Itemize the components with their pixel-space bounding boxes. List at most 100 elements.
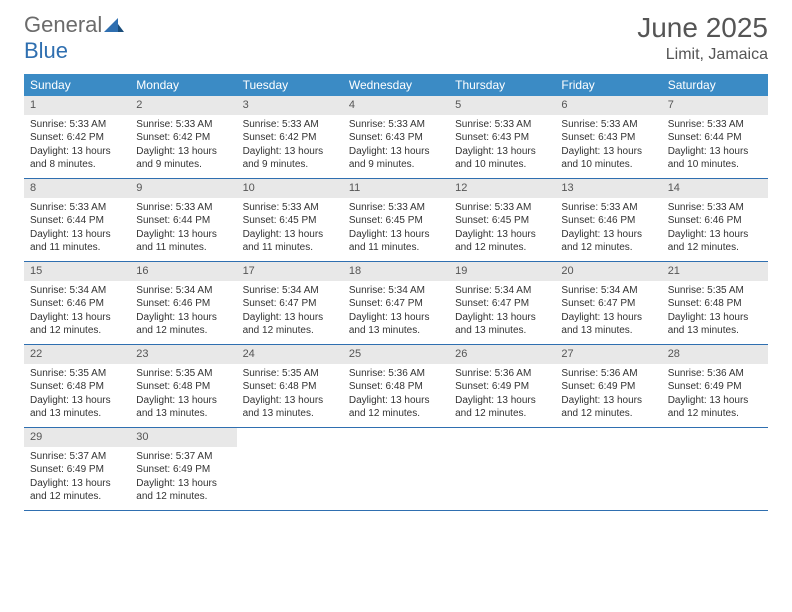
day-content: Sunrise: 5:36 AMSunset: 6:49 PMDaylight:… bbox=[662, 364, 768, 427]
logo-sail-icon bbox=[104, 16, 124, 37]
day-header-row: SundayMondayTuesdayWednesdayThursdayFrid… bbox=[24, 74, 768, 96]
day-content: Sunrise: 5:34 AMSunset: 6:47 PMDaylight:… bbox=[555, 281, 661, 344]
logo: General Blue bbox=[24, 12, 124, 64]
day-number: 11 bbox=[343, 179, 449, 198]
day-content: Sunrise: 5:33 AMSunset: 6:44 PMDaylight:… bbox=[24, 198, 130, 261]
day-number: 15 bbox=[24, 262, 130, 281]
day-content: Sunrise: 5:33 AMSunset: 6:46 PMDaylight:… bbox=[662, 198, 768, 261]
day-content: Sunrise: 5:33 AMSunset: 6:45 PMDaylight:… bbox=[449, 198, 555, 261]
day-cell: 2Sunrise: 5:33 AMSunset: 6:42 PMDaylight… bbox=[130, 96, 236, 178]
day-cell: 27Sunrise: 5:36 AMSunset: 6:49 PMDayligh… bbox=[555, 345, 661, 427]
day-content: Sunrise: 5:33 AMSunset: 6:43 PMDaylight:… bbox=[449, 115, 555, 178]
day-content: Sunrise: 5:35 AMSunset: 6:48 PMDaylight:… bbox=[237, 364, 343, 427]
day-cell: 21Sunrise: 5:35 AMSunset: 6:48 PMDayligh… bbox=[662, 262, 768, 344]
logo-word-blue: Blue bbox=[24, 38, 68, 63]
logo-word-general: General bbox=[24, 12, 102, 37]
day-number: 7 bbox=[662, 96, 768, 115]
day-cell: 28Sunrise: 5:36 AMSunset: 6:49 PMDayligh… bbox=[662, 345, 768, 427]
week-row: 22Sunrise: 5:35 AMSunset: 6:48 PMDayligh… bbox=[24, 345, 768, 428]
day-cell: 12Sunrise: 5:33 AMSunset: 6:45 PMDayligh… bbox=[449, 179, 555, 261]
day-number: 8 bbox=[24, 179, 130, 198]
header: General Blue June 2025 Limit, Jamaica bbox=[0, 0, 792, 68]
day-cell: 24Sunrise: 5:35 AMSunset: 6:48 PMDayligh… bbox=[237, 345, 343, 427]
day-content: Sunrise: 5:33 AMSunset: 6:42 PMDaylight:… bbox=[237, 115, 343, 178]
day-content: Sunrise: 5:33 AMSunset: 6:43 PMDaylight:… bbox=[343, 115, 449, 178]
day-number: 14 bbox=[662, 179, 768, 198]
day-cell: 3Sunrise: 5:33 AMSunset: 6:42 PMDaylight… bbox=[237, 96, 343, 178]
day-header: Sunday bbox=[24, 74, 130, 96]
day-number: 26 bbox=[449, 345, 555, 364]
day-number: 22 bbox=[24, 345, 130, 364]
day-cell: 29Sunrise: 5:37 AMSunset: 6:49 PMDayligh… bbox=[24, 428, 130, 510]
week-row: 15Sunrise: 5:34 AMSunset: 6:46 PMDayligh… bbox=[24, 262, 768, 345]
day-number: 5 bbox=[449, 96, 555, 115]
day-content: Sunrise: 5:36 AMSunset: 6:49 PMDaylight:… bbox=[555, 364, 661, 427]
week-row: 8Sunrise: 5:33 AMSunset: 6:44 PMDaylight… bbox=[24, 179, 768, 262]
day-content: Sunrise: 5:34 AMSunset: 6:46 PMDaylight:… bbox=[24, 281, 130, 344]
day-cell: 13Sunrise: 5:33 AMSunset: 6:46 PMDayligh… bbox=[555, 179, 661, 261]
empty-cell bbox=[449, 428, 555, 510]
day-cell: 11Sunrise: 5:33 AMSunset: 6:45 PMDayligh… bbox=[343, 179, 449, 261]
day-cell: 17Sunrise: 5:34 AMSunset: 6:47 PMDayligh… bbox=[237, 262, 343, 344]
day-number: 4 bbox=[343, 96, 449, 115]
day-cell: 10Sunrise: 5:33 AMSunset: 6:45 PMDayligh… bbox=[237, 179, 343, 261]
day-content: Sunrise: 5:34 AMSunset: 6:47 PMDaylight:… bbox=[343, 281, 449, 344]
day-number: 23 bbox=[130, 345, 236, 364]
logo-text: General Blue bbox=[24, 12, 124, 64]
day-number: 12 bbox=[449, 179, 555, 198]
month-title: June 2025 bbox=[637, 12, 768, 44]
day-cell: 6Sunrise: 5:33 AMSunset: 6:43 PMDaylight… bbox=[555, 96, 661, 178]
empty-cell bbox=[555, 428, 661, 510]
day-number: 3 bbox=[237, 96, 343, 115]
day-header: Friday bbox=[555, 74, 661, 96]
calendar: SundayMondayTuesdayWednesdayThursdayFrid… bbox=[24, 74, 768, 511]
day-number: 17 bbox=[237, 262, 343, 281]
day-number: 1 bbox=[24, 96, 130, 115]
weeks-container: 1Sunrise: 5:33 AMSunset: 6:42 PMDaylight… bbox=[24, 96, 768, 511]
empty-cell bbox=[237, 428, 343, 510]
day-cell: 9Sunrise: 5:33 AMSunset: 6:44 PMDaylight… bbox=[130, 179, 236, 261]
day-number: 19 bbox=[449, 262, 555, 281]
day-content: Sunrise: 5:35 AMSunset: 6:48 PMDaylight:… bbox=[662, 281, 768, 344]
day-cell: 5Sunrise: 5:33 AMSunset: 6:43 PMDaylight… bbox=[449, 96, 555, 178]
day-cell: 22Sunrise: 5:35 AMSunset: 6:48 PMDayligh… bbox=[24, 345, 130, 427]
day-number: 2 bbox=[130, 96, 236, 115]
day-header: Wednesday bbox=[343, 74, 449, 96]
day-cell: 26Sunrise: 5:36 AMSunset: 6:49 PMDayligh… bbox=[449, 345, 555, 427]
day-cell: 16Sunrise: 5:34 AMSunset: 6:46 PMDayligh… bbox=[130, 262, 236, 344]
day-number: 18 bbox=[343, 262, 449, 281]
week-row: 1Sunrise: 5:33 AMSunset: 6:42 PMDaylight… bbox=[24, 96, 768, 179]
week-row: 29Sunrise: 5:37 AMSunset: 6:49 PMDayligh… bbox=[24, 428, 768, 511]
day-content: Sunrise: 5:33 AMSunset: 6:44 PMDaylight:… bbox=[130, 198, 236, 261]
location: Limit, Jamaica bbox=[637, 46, 768, 64]
day-number: 16 bbox=[130, 262, 236, 281]
day-number: 30 bbox=[130, 428, 236, 447]
day-cell: 25Sunrise: 5:36 AMSunset: 6:48 PMDayligh… bbox=[343, 345, 449, 427]
day-content: Sunrise: 5:36 AMSunset: 6:48 PMDaylight:… bbox=[343, 364, 449, 427]
day-cell: 1Sunrise: 5:33 AMSunset: 6:42 PMDaylight… bbox=[24, 96, 130, 178]
day-cell: 30Sunrise: 5:37 AMSunset: 6:49 PMDayligh… bbox=[130, 428, 236, 510]
day-content: Sunrise: 5:34 AMSunset: 6:47 PMDaylight:… bbox=[237, 281, 343, 344]
day-number: 10 bbox=[237, 179, 343, 198]
day-number: 29 bbox=[24, 428, 130, 447]
day-number: 28 bbox=[662, 345, 768, 364]
day-cell: 20Sunrise: 5:34 AMSunset: 6:47 PMDayligh… bbox=[555, 262, 661, 344]
day-number: 21 bbox=[662, 262, 768, 281]
day-header: Saturday bbox=[662, 74, 768, 96]
day-cell: 15Sunrise: 5:34 AMSunset: 6:46 PMDayligh… bbox=[24, 262, 130, 344]
day-number: 6 bbox=[555, 96, 661, 115]
day-header: Thursday bbox=[449, 74, 555, 96]
day-header: Tuesday bbox=[237, 74, 343, 96]
day-content: Sunrise: 5:36 AMSunset: 6:49 PMDaylight:… bbox=[449, 364, 555, 427]
day-cell: 7Sunrise: 5:33 AMSunset: 6:44 PMDaylight… bbox=[662, 96, 768, 178]
day-number: 27 bbox=[555, 345, 661, 364]
day-content: Sunrise: 5:35 AMSunset: 6:48 PMDaylight:… bbox=[24, 364, 130, 427]
day-content: Sunrise: 5:37 AMSunset: 6:49 PMDaylight:… bbox=[24, 447, 130, 510]
day-cell: 19Sunrise: 5:34 AMSunset: 6:47 PMDayligh… bbox=[449, 262, 555, 344]
day-number: 13 bbox=[555, 179, 661, 198]
day-cell: 4Sunrise: 5:33 AMSunset: 6:43 PMDaylight… bbox=[343, 96, 449, 178]
title-block: June 2025 Limit, Jamaica bbox=[637, 12, 768, 64]
day-content: Sunrise: 5:33 AMSunset: 6:42 PMDaylight:… bbox=[130, 115, 236, 178]
day-cell: 23Sunrise: 5:35 AMSunset: 6:48 PMDayligh… bbox=[130, 345, 236, 427]
day-cell: 18Sunrise: 5:34 AMSunset: 6:47 PMDayligh… bbox=[343, 262, 449, 344]
